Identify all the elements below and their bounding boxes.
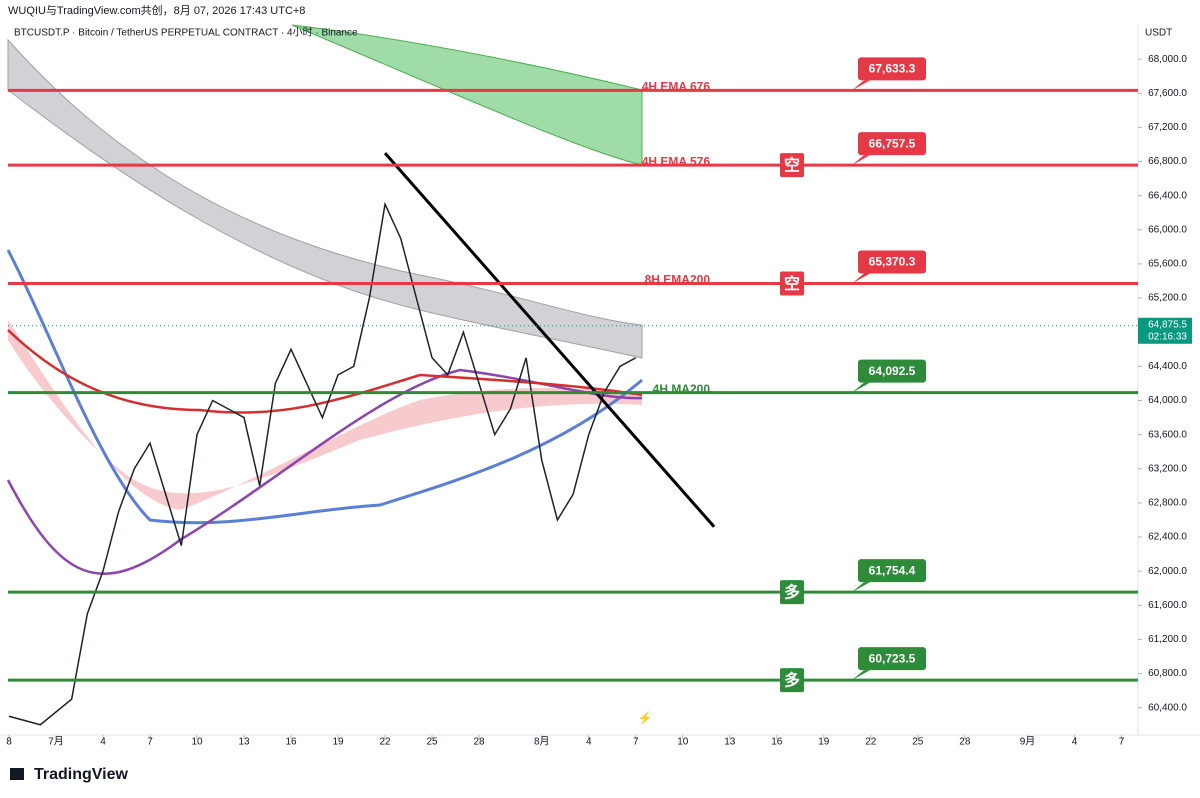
- x-tick-label: 13: [238, 737, 250, 748]
- x-tick-label: 4: [586, 737, 592, 748]
- y-tick-label: 60,800.0: [1148, 668, 1187, 679]
- currency: USDT: [1145, 28, 1172, 39]
- level-pointer: [852, 273, 870, 284]
- current-price: 64,875.5: [1148, 319, 1187, 330]
- x-tick-label: 8: [6, 737, 12, 748]
- level-pointer: [852, 670, 870, 681]
- trend-line: [383, 152, 716, 528]
- badge-box: [780, 580, 804, 605]
- badge: 多: [784, 582, 800, 601]
- level-value: 61,754.4: [869, 563, 916, 577]
- y-tick-label: 66,800.0: [1148, 156, 1187, 167]
- level-pointer: [852, 155, 870, 166]
- y-tick-label: 64,400.0: [1148, 361, 1187, 372]
- x-tick-label: 9月: [1020, 736, 1036, 748]
- x-tick-label: 13: [724, 737, 736, 748]
- y-tick-label: 67,600.0: [1148, 88, 1187, 99]
- x-tick-label: 16: [771, 737, 783, 748]
- countdown: 02:16:33: [1148, 331, 1187, 342]
- x-tick-label: 4: [1072, 737, 1078, 748]
- level-name: 4H EMA 576: [642, 154, 711, 168]
- x-tick-label: 7: [633, 737, 639, 748]
- x-tick-label: 22: [865, 737, 877, 748]
- level-pointer: [852, 80, 870, 91]
- level-box: [858, 559, 926, 583]
- badge-box: [780, 271, 804, 296]
- level-name: 4H MA200: [653, 382, 711, 396]
- y-tick-label: 60,400.0: [1148, 702, 1187, 713]
- level-box: [858, 57, 926, 81]
- y-tick-label: 62,800.0: [1148, 498, 1187, 509]
- badge: 空: [784, 274, 800, 293]
- level-name: 8H EMA200: [645, 273, 711, 287]
- level-pointer: [852, 582, 870, 593]
- y-tick-label: 68,000.0: [1148, 54, 1187, 65]
- x-tick-label: 4: [100, 737, 106, 748]
- ema-blue: [6, 249, 643, 525]
- y-tick-label: 61,600.0: [1148, 600, 1187, 611]
- y-tick-label: 62,400.0: [1148, 532, 1187, 543]
- x-tick-label: 28: [474, 737, 486, 748]
- y-tick-label: 67,200.0: [1148, 122, 1187, 133]
- level-box: [858, 132, 926, 156]
- ema-red: [7, 329, 643, 414]
- y-tick-label: 63,200.0: [1148, 463, 1187, 474]
- symbol: BTCUSDT.P · Bitcoin / TetherUS PERPETUAL…: [14, 27, 358, 39]
- level-name: 4H EMA 676: [642, 80, 711, 94]
- y-tick-label: 63,600.0: [1148, 429, 1187, 440]
- x-tick-label: 22: [379, 737, 391, 748]
- level-value: 60,723.5: [869, 651, 916, 665]
- x-tick-label: 16: [285, 737, 297, 748]
- level-pointer: [852, 382, 870, 393]
- brand-logo: [10, 768, 24, 780]
- brand: TradingView: [34, 766, 129, 783]
- badge: 多: [784, 670, 800, 689]
- y-tick-label: 62,000.0: [1148, 566, 1187, 577]
- x-tick-label: 7: [147, 737, 153, 748]
- badge-box: [780, 153, 804, 178]
- y-tick-label: 66,000.0: [1148, 224, 1187, 235]
- x-tick-label: 8月: [534, 736, 550, 748]
- level-value: 65,370.3: [869, 255, 916, 269]
- y-tick-label: 64,000.0: [1148, 395, 1187, 406]
- x-tick-label: 25: [912, 737, 924, 748]
- y-tick-label: 66,400.0: [1148, 190, 1187, 201]
- level-box: [858, 647, 926, 671]
- x-tick-label: 10: [677, 737, 689, 748]
- x-tick-label: 19: [332, 737, 344, 748]
- source: WUQIU与TradingView.com共创，8月 07, 2026 17:4…: [8, 4, 305, 17]
- badge: 空: [784, 155, 800, 174]
- x-tick-label: 7: [1119, 737, 1125, 748]
- y-tick-label: 65,200.0: [1148, 293, 1187, 304]
- x-tick-label: 7月: [48, 736, 64, 748]
- y-tick-label: 61,200.0: [1148, 634, 1187, 645]
- level-value: 67,633.3: [869, 62, 916, 76]
- x-tick-label: 19: [818, 737, 830, 748]
- level-value: 64,092.5: [869, 364, 916, 378]
- y-tick-label: 65,600.0: [1148, 259, 1187, 270]
- level-box: [858, 250, 926, 274]
- current-price-box: [1138, 317, 1192, 344]
- event-icon: ⚡: [638, 711, 653, 725]
- level-box: [858, 359, 926, 383]
- x-tick-label: 28: [959, 737, 971, 748]
- x-tick-label: 10: [191, 737, 203, 748]
- badge-box: [780, 668, 804, 693]
- price-line: [8, 201, 637, 726]
- x-tick-label: 25: [426, 737, 438, 748]
- ema-cloud-grey: [7, 38, 643, 359]
- level-value: 66,757.5: [869, 136, 916, 150]
